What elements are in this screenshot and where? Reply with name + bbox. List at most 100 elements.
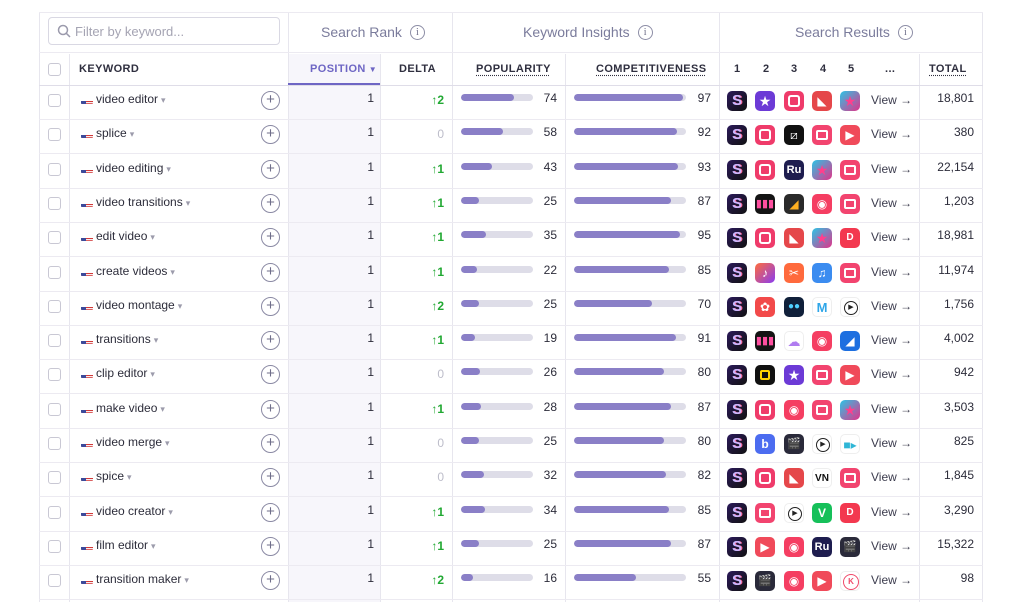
star-app-icon[interactable]: ★ <box>812 159 832 180</box>
inshot-icon[interactable]: ◣ <box>812 91 832 111</box>
clapper-icon[interactable]: 🎬 <box>784 434 804 454</box>
row-checkbox[interactable] <box>48 505 61 519</box>
play-icon[interactable]: ▶ <box>812 434 832 454</box>
view-results-link[interactable]: View → <box>871 470 913 485</box>
vimeo-icon[interactable]: V <box>812 502 832 523</box>
music-icon[interactable]: ♪ <box>755 262 775 283</box>
music-note-icon[interactable]: ♫ <box>812 262 832 283</box>
add-keyword-button[interactable]: + <box>261 434 280 453</box>
film-reel-icon[interactable]: ✿ <box>755 296 775 317</box>
add-keyword-button[interactable]: + <box>261 296 280 316</box>
row-checkbox[interactable] <box>48 94 61 107</box>
table-row[interactable]: video transitions ▾ +1 ↑1 25 87 S ▮▮▮ ◢ ◉ View → 1,… <box>39 189 983 223</box>
keyword-dropdown[interactable]: create videos ▾ <box>96 264 175 278</box>
add-keyword-button[interactable]: + <box>261 365 280 385</box>
row-checkbox[interactable] <box>48 471 61 485</box>
header-total[interactable]: TOTAL <box>929 63 967 75</box>
table-row[interactable]: make video ▾ +1 ↑1 28 87 S ◉ ★ View → 3,503 <box>39 395 983 429</box>
film-app-icon[interactable]: ▶ <box>812 571 832 592</box>
splice-icon[interactable]: S <box>727 262 747 283</box>
header-keyword[interactable]: KEYWORD <box>79 63 140 75</box>
videoshop-icon[interactable] <box>755 228 775 249</box>
keyword-dropdown[interactable]: make video ▾ <box>96 401 165 415</box>
camera-app-icon[interactable]: ◉ <box>812 193 832 214</box>
dots-app-icon[interactable]: ●● <box>784 296 804 317</box>
table-row[interactable]: clip editor ▾ +1 0 26 80 S ★ ▶ View → 942 <box>39 360 983 395</box>
video-leap-icon[interactable] <box>812 365 832 386</box>
table-row[interactable]: transitions ▾ +1 ↑1 19 91 S ▮▮▮ ☁ ◉ ◢ View → 4,002 <box>39 326 983 361</box>
row-checkbox[interactable] <box>48 368 61 382</box>
keyword-dropdown[interactable]: video editor ▾ <box>96 92 166 106</box>
splice-icon[interactable]: S <box>727 228 747 249</box>
capcut-icon[interactable]: ⧄ <box>784 125 804 146</box>
film-app-icon[interactable]: ▶ <box>840 365 860 386</box>
header-position[interactable]: POSITION ▼ <box>310 63 377 75</box>
keyword-dropdown[interactable]: video creator ▾ <box>96 504 173 518</box>
video-leap-icon[interactable] <box>840 193 860 214</box>
view-results-link[interactable]: View → <box>871 161 913 176</box>
splice-icon[interactable]: S <box>727 159 747 180</box>
keyword-dropdown[interactable]: video montage ▾ <box>96 298 182 312</box>
add-keyword-button[interactable]: + <box>261 502 280 522</box>
table-row[interactable]: spice ▾ +1 0 32 82 S ◣ VN View → 1,845 <box>39 463 983 498</box>
k-app-icon[interactable]: K <box>840 571 860 592</box>
row-checkbox[interactable] <box>48 539 61 553</box>
splice-icon[interactable]: S <box>727 502 747 523</box>
clapper-icon[interactable]: 🎬 <box>840 536 860 557</box>
keyword-dropdown[interactable]: spice ▾ <box>96 469 132 483</box>
add-keyword-button[interactable]: + <box>261 159 280 179</box>
header-popularity[interactable]: POPULARITY <box>476 63 551 75</box>
row-checkbox[interactable] <box>48 334 61 348</box>
keyword-dropdown[interactable]: video merge ▾ <box>96 435 170 449</box>
add-keyword-button[interactable]: + <box>261 571 280 591</box>
add-keyword-button[interactable]: + <box>261 536 280 556</box>
splice-icon[interactable]: S <box>727 468 747 489</box>
keyword-dropdown[interactable]: splice ▾ <box>96 126 134 140</box>
star-app-icon[interactable]: ★ <box>840 91 860 111</box>
table-row[interactable]: transition maker ▾ +1 ↑2 16 55 S 🎬 ◉ ▶ K View → 98 <box>39 566 983 601</box>
row-checkbox[interactable] <box>48 299 61 313</box>
row-checkbox[interactable] <box>48 265 61 279</box>
camera-app-icon[interactable]: ◉ <box>784 399 804 420</box>
video-leap-icon[interactable] <box>840 468 860 489</box>
video-leap-icon[interactable] <box>812 125 832 146</box>
videoshop-icon[interactable] <box>755 468 775 489</box>
splice-icon[interactable]: S <box>727 296 747 317</box>
inshot-icon[interactable]: ◣ <box>784 228 804 249</box>
info-icon[interactable]: i <box>409 24 425 40</box>
add-keyword-button[interactable]: + <box>261 125 280 145</box>
view-results-link[interactable]: View → <box>871 298 913 313</box>
splice-icon[interactable]: S <box>727 193 747 214</box>
imovie-icon[interactable]: ★ <box>755 91 775 111</box>
camera-app-icon[interactable]: ◉ <box>784 536 804 557</box>
adobe-rush-icon[interactable]: Ru <box>784 159 804 180</box>
view-results-link[interactable]: View → <box>871 367 913 382</box>
video-leap-icon[interactable] <box>812 399 832 420</box>
play-icon[interactable]: ▶ <box>840 296 860 317</box>
videoshop-icon[interactable] <box>755 159 775 180</box>
scissors-app-icon[interactable]: ✂ <box>784 262 804 283</box>
splice-icon[interactable]: S <box>727 331 747 352</box>
camera-app-icon[interactable]: ◉ <box>812 331 832 352</box>
view-results-link[interactable]: View → <box>871 333 913 348</box>
keyword-dropdown[interactable]: transition maker ▾ <box>96 572 189 586</box>
clip-app-icon[interactable]: ◢ <box>840 331 860 352</box>
add-keyword-button[interactable]: + <box>261 91 280 110</box>
keyword-filter-input[interactable] <box>75 18 275 44</box>
audio-wave-icon[interactable]: ▮▮▮ <box>755 193 775 214</box>
imovie-icon[interactable]: ★ <box>784 365 804 386</box>
frame-app-icon[interactable] <box>755 365 775 386</box>
youcut-icon[interactable]: D <box>840 228 860 249</box>
film-app-icon[interactable]: ▶ <box>755 536 775 557</box>
table-row[interactable]: film editor ▾ +1 ↑1 25 87 S ▶ ◉ Ru 🎬 View → 15,322 <box>39 532 983 566</box>
view-results-link[interactable]: View → <box>871 127 913 142</box>
splice-icon[interactable]: S <box>727 536 747 557</box>
film-app-icon[interactable]: ▶ <box>840 125 860 146</box>
clapper-icon[interactable]: 🎬 <box>755 571 775 592</box>
view-results-link[interactable]: View → <box>871 93 913 107</box>
table-row[interactable]: video editing ▾ +1 ↑1 43 93 S Ru ★ View → 22,154 <box>39 155 983 189</box>
camera-app-icon[interactable]: ◉ <box>784 571 804 592</box>
keyword-dropdown[interactable]: video editing ▾ <box>96 161 171 175</box>
keyword-dropdown[interactable]: clip editor ▾ <box>96 366 155 380</box>
